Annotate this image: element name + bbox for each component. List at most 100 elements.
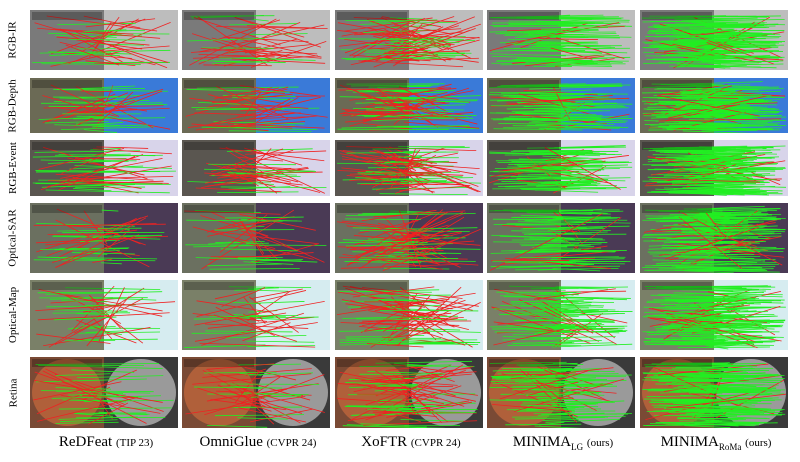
match-line [92, 124, 148, 128]
match-line [98, 103, 147, 112]
match-line [205, 323, 309, 329]
column-label: MINIMALG (ours) [487, 434, 639, 452]
match-line [520, 404, 585, 408]
match-line [362, 212, 425, 215]
method-sub: RoMa [718, 442, 742, 452]
match-line [358, 258, 427, 263]
match-line [345, 373, 472, 385]
match-line [210, 211, 325, 263]
match-line [61, 53, 120, 56]
match-line [557, 383, 603, 386]
match-line [342, 108, 419, 119]
match-line [558, 397, 574, 400]
match-line [345, 218, 422, 221]
match-line [647, 156, 727, 167]
match-line [505, 293, 573, 296]
match-line [663, 174, 753, 177]
match-line [683, 270, 734, 273]
match-line [711, 102, 747, 106]
match-line [344, 261, 422, 264]
match-image [182, 357, 330, 428]
match-line [678, 267, 734, 269]
match-line [187, 181, 274, 185]
match-line [242, 95, 284, 104]
match-line [399, 49, 424, 54]
match-line [646, 268, 774, 271]
match-line [554, 145, 626, 148]
match-line [700, 304, 745, 309]
match-line [341, 220, 418, 231]
match-line [71, 369, 135, 373]
match-line [691, 106, 751, 109]
match-line [492, 403, 572, 412]
match-line [507, 38, 569, 41]
match-line [682, 30, 785, 32]
match-line [85, 159, 137, 162]
match-line [362, 36, 480, 63]
match-line [224, 216, 304, 219]
match-line [521, 243, 580, 247]
match-line [239, 18, 305, 38]
match-line [349, 384, 427, 389]
match-line [238, 218, 264, 256]
match-line [226, 334, 307, 339]
match-line [661, 302, 754, 306]
match-line [375, 178, 412, 182]
match-line [40, 247, 130, 250]
match-line [205, 124, 293, 129]
match-line [492, 382, 607, 387]
match-line [708, 345, 729, 350]
match-line [354, 28, 462, 36]
match-line [342, 253, 444, 270]
match-line [511, 59, 593, 61]
stats-box [642, 80, 712, 88]
match-line [679, 420, 768, 423]
match-line [399, 247, 441, 251]
match-line [508, 167, 568, 171]
match-line [341, 56, 456, 59]
match-line [491, 306, 572, 325]
match-line [489, 53, 566, 57]
match-line [382, 228, 481, 272]
match-line [211, 148, 284, 173]
match-line [223, 36, 309, 43]
column-label: MINIMARoMa (ours) [640, 434, 792, 452]
match-line [246, 340, 315, 343]
match-line [493, 241, 608, 243]
match-line [346, 219, 415, 266]
match-line [252, 18, 269, 22]
match-line [661, 125, 735, 129]
match-line [540, 115, 602, 119]
match-line [502, 112, 607, 125]
match-line [98, 411, 150, 415]
match-line [249, 116, 310, 120]
row-label-text: RGB-IR [7, 21, 19, 59]
match-line [673, 292, 739, 295]
match-line [194, 386, 283, 389]
match-line [229, 23, 297, 26]
match-line [230, 385, 263, 390]
match-line [655, 157, 734, 159]
match-line [44, 120, 109, 124]
match-line [494, 165, 603, 170]
match-line [346, 424, 427, 428]
match-line [503, 155, 629, 172]
match-line [351, 84, 439, 87]
match-image [335, 357, 483, 428]
match-line [92, 258, 113, 263]
stats-box [32, 12, 102, 20]
match-line [386, 96, 451, 99]
match-line [204, 371, 277, 374]
match-line [389, 40, 460, 44]
match-line [684, 423, 739, 426]
stats-box [337, 359, 407, 367]
match-line [533, 330, 628, 334]
match-line [249, 408, 313, 423]
match-line [651, 30, 750, 33]
match-line [511, 43, 611, 47]
match-line [517, 60, 598, 64]
match-line [678, 257, 755, 260]
stats-box [489, 205, 559, 213]
match-line [238, 407, 306, 423]
match-line [683, 376, 749, 379]
